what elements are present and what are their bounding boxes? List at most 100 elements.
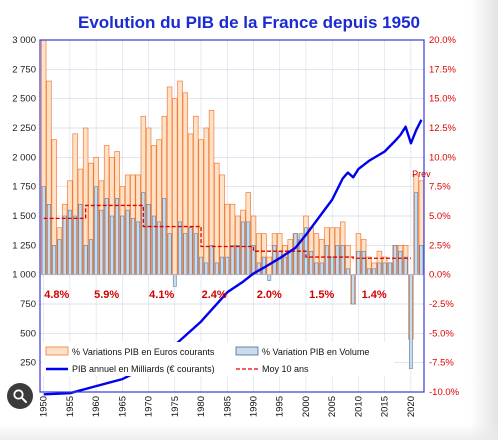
legend-label-average: Moy 10 ans xyxy=(262,364,309,374)
left-axis-tick-label: 1 750 xyxy=(12,182,36,193)
bar-volume xyxy=(409,274,413,369)
bar-volume xyxy=(109,215,114,275)
x-axis-tick-label: 1980 xyxy=(196,396,207,417)
bar-volume xyxy=(62,215,67,275)
right-axis-tick-label: 2.5% xyxy=(429,240,451,251)
bar-volume xyxy=(209,245,214,275)
decade-average-label: 5.9% xyxy=(94,289,119,301)
x-axis-tick-label: 2000 xyxy=(301,396,312,417)
legend-label-euros: % Variations PIB en Euros courants xyxy=(72,347,215,357)
bottom-fade xyxy=(0,424,498,440)
bar-volume xyxy=(225,256,230,275)
left-axis-tick-label: 2 750 xyxy=(12,64,36,75)
decade-average-label: 4.1% xyxy=(149,289,174,301)
bar-volume xyxy=(136,221,140,275)
bar-volume xyxy=(340,245,345,275)
legend-label-gdp: PIB annuel en Milliards (€ courants) xyxy=(72,364,215,374)
bar-volume xyxy=(414,192,419,275)
right-axis-tick-label: -5.0% xyxy=(429,328,454,339)
forecast-label: Prev xyxy=(412,169,431,179)
x-axis-tick-label: 2015 xyxy=(380,396,391,417)
right-axis-tick-label: 10.0% xyxy=(429,152,456,163)
bar-euros-courants xyxy=(203,127,210,276)
right-axis-tick-label: 12.5% xyxy=(429,123,456,134)
decade-average-label: 2.0% xyxy=(257,289,282,301)
bar-volume xyxy=(167,233,172,275)
bar-volume xyxy=(288,250,293,275)
left-axis-tick-label: 2 500 xyxy=(12,94,36,105)
bar-volume xyxy=(146,204,151,275)
bar-volume xyxy=(104,198,109,275)
bar-volume xyxy=(120,215,125,275)
bar-volume xyxy=(162,198,167,275)
right-axis-tick-label: 17.5% xyxy=(429,64,456,75)
x-axis-tick-label: 1985 xyxy=(222,396,233,417)
bar-volume xyxy=(41,186,46,275)
bar-volume xyxy=(309,250,314,275)
decade-average-label: 1.4% xyxy=(362,289,387,301)
magnifier-icon[interactable] xyxy=(7,383,33,409)
bar-volume xyxy=(235,245,240,275)
bar-volume xyxy=(403,256,408,275)
left-axis-tick-label: 1 500 xyxy=(12,211,36,222)
bar-volume xyxy=(188,227,193,275)
decade-average-label: 2.4% xyxy=(202,289,227,301)
bar-volume xyxy=(277,250,282,275)
decade-average-label: 1.5% xyxy=(309,289,334,301)
bar-euros-courants xyxy=(198,139,204,276)
x-axis-tick-label: 1970 xyxy=(144,396,155,417)
bar-volume xyxy=(372,268,377,275)
bar-volume xyxy=(199,256,203,275)
right-axis-tick-label: -2.5% xyxy=(429,299,454,310)
legend-swatch-volume xyxy=(235,346,259,356)
x-axis-tick-label: 2005 xyxy=(327,396,338,417)
bar-volume xyxy=(246,221,251,275)
x-axis-tick-label: 1955 xyxy=(65,396,76,417)
right-axis-tick-label: -7.5% xyxy=(429,358,454,369)
bar-volume xyxy=(52,245,57,275)
right-axis-tick-label: 15.0% xyxy=(429,94,456,105)
bar-volume xyxy=(241,221,245,275)
bar-volume xyxy=(361,250,366,275)
bar-volume xyxy=(78,204,83,275)
x-axis-tick-label: 1965 xyxy=(117,396,128,417)
bar-volume xyxy=(230,245,235,275)
bar-volume xyxy=(351,274,356,305)
bar-volume xyxy=(325,245,329,275)
x-axis-tick-label: 2020 xyxy=(406,396,417,417)
bar-volume xyxy=(83,245,88,275)
left-axis-tick-label: 2 250 xyxy=(12,123,36,134)
magnifier-glyph-icon xyxy=(13,389,27,403)
bar-volume xyxy=(220,256,224,275)
left-axis-tick-label: 500 xyxy=(20,328,36,339)
bar-volume xyxy=(73,215,78,275)
bar-volume xyxy=(283,256,287,275)
bar-volume xyxy=(193,233,198,275)
decade-average-label: 4.8% xyxy=(44,289,69,301)
bar-volume xyxy=(356,250,361,275)
right-axis-tick-label: 5.0% xyxy=(429,211,451,222)
left-axis-tick-label: 1 250 xyxy=(12,240,36,251)
left-axis-tick-label: 250 xyxy=(20,358,36,369)
bar-volume xyxy=(319,262,324,275)
bar-volume xyxy=(382,262,387,275)
bar-volume xyxy=(57,239,62,275)
bar-volume xyxy=(183,233,188,275)
bar-volume xyxy=(94,186,99,275)
left-axis-tick-label: 1 000 xyxy=(12,270,36,281)
bar-volume xyxy=(151,215,156,275)
x-axis-tick-label: 2010 xyxy=(353,396,364,417)
x-axis-tick-label: 1975 xyxy=(170,396,181,417)
bar-volume xyxy=(335,245,340,275)
bar-volume xyxy=(388,262,392,275)
bar-euros-courants xyxy=(172,98,178,276)
bar-volume xyxy=(68,209,72,275)
bar-volume xyxy=(346,268,350,275)
bar-volume xyxy=(367,268,371,275)
plot-area: 3 000 2 750 2 500 2 250 2 000 1 750 1 500 1 250… xyxy=(12,35,459,417)
right-axis-tick-label: 0.0% xyxy=(429,270,451,281)
right-axis-tick-label: 7.5% xyxy=(429,182,451,193)
bar-volume xyxy=(377,262,382,275)
x-axis-tick-label: 1960 xyxy=(91,396,102,417)
